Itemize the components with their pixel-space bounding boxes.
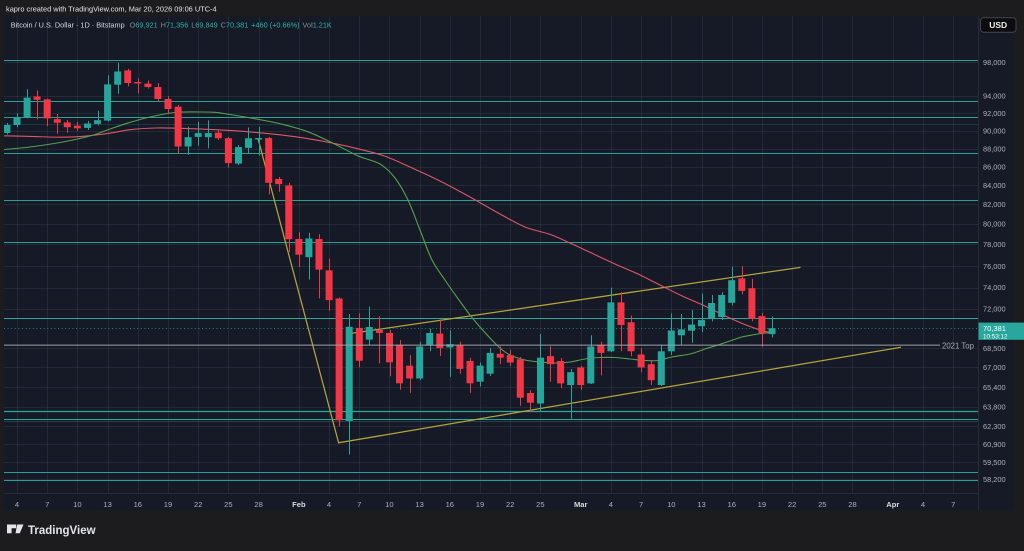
svg-text:USD: USD	[989, 20, 1007, 30]
svg-text:72,000: 72,000	[983, 304, 1006, 313]
svg-text:16: 16	[727, 500, 735, 509]
svg-text:88,000: 88,000	[983, 144, 1006, 153]
svg-text:90,000: 90,000	[983, 126, 1006, 135]
svg-text:62,300: 62,300	[983, 422, 1006, 431]
svg-text:Bitcoin / U.S. Dollar · 1D · B: Bitcoin / U.S. Dollar · 1D · BitstampO69…	[11, 20, 332, 29]
svg-text:98,000: 98,000	[983, 58, 1006, 67]
svg-text:7: 7	[639, 500, 643, 509]
svg-text:kapro created with TradingView: kapro created with TradingView.com, Mar …	[6, 4, 217, 13]
svg-text:10:53:12: 10:53:12	[983, 334, 1008, 341]
svg-text:28: 28	[254, 500, 262, 509]
svg-text:19: 19	[758, 500, 766, 509]
svg-text:58,200: 58,200	[983, 475, 1006, 484]
svg-text:19: 19	[164, 500, 172, 509]
svg-text:63,800: 63,800	[983, 403, 1006, 412]
svg-text:80,000: 80,000	[983, 220, 1006, 229]
svg-text:70,381: 70,381	[983, 324, 1006, 333]
svg-text:22: 22	[788, 500, 796, 509]
svg-text:60,900: 60,900	[983, 440, 1006, 449]
svg-text:67,000: 67,000	[983, 363, 1006, 372]
svg-text:10: 10	[385, 500, 393, 509]
svg-text:86,000: 86,000	[983, 163, 1006, 172]
svg-text:76,000: 76,000	[983, 262, 1006, 271]
svg-text:22: 22	[194, 500, 202, 509]
svg-text:Mar: Mar	[574, 500, 588, 509]
svg-text:7: 7	[357, 500, 361, 509]
svg-text:22: 22	[506, 500, 514, 509]
svg-text:84,000: 84,000	[983, 181, 1006, 190]
svg-text:59,500: 59,500	[983, 458, 1006, 467]
svg-text:2021 Top: 2021 Top	[942, 341, 975, 350]
svg-text:7: 7	[45, 500, 49, 509]
svg-text:68,500: 68,500	[983, 344, 1006, 353]
svg-text:10: 10	[73, 500, 81, 509]
svg-text:78,000: 78,000	[983, 240, 1006, 249]
svg-text:82,000: 82,000	[983, 200, 1006, 209]
svg-text:13: 13	[697, 500, 705, 509]
svg-text:25: 25	[536, 500, 544, 509]
svg-text:Feb: Feb	[292, 500, 306, 509]
svg-text:4: 4	[15, 500, 19, 509]
svg-text:Apr: Apr	[886, 500, 899, 509]
svg-text:4: 4	[921, 500, 925, 509]
svg-text:25: 25	[818, 500, 826, 509]
svg-text:13: 13	[415, 500, 423, 509]
svg-text:10: 10	[667, 500, 675, 509]
svg-text:74,000: 74,000	[983, 283, 1006, 292]
svg-text:28: 28	[848, 500, 856, 509]
svg-text:94,000: 94,000	[983, 91, 1006, 100]
svg-text:16: 16	[134, 500, 142, 509]
svg-text:92,000: 92,000	[983, 109, 1006, 118]
svg-text:25: 25	[224, 500, 232, 509]
svg-text:65,400: 65,400	[983, 383, 1006, 392]
svg-text:19: 19	[476, 500, 484, 509]
svg-text:7: 7	[951, 500, 955, 509]
svg-text:TradingView: TradingView	[28, 525, 96, 537]
svg-text:16: 16	[446, 500, 454, 509]
svg-text:4: 4	[327, 500, 331, 509]
svg-text:13: 13	[103, 500, 111, 509]
svg-text:4: 4	[609, 500, 613, 509]
